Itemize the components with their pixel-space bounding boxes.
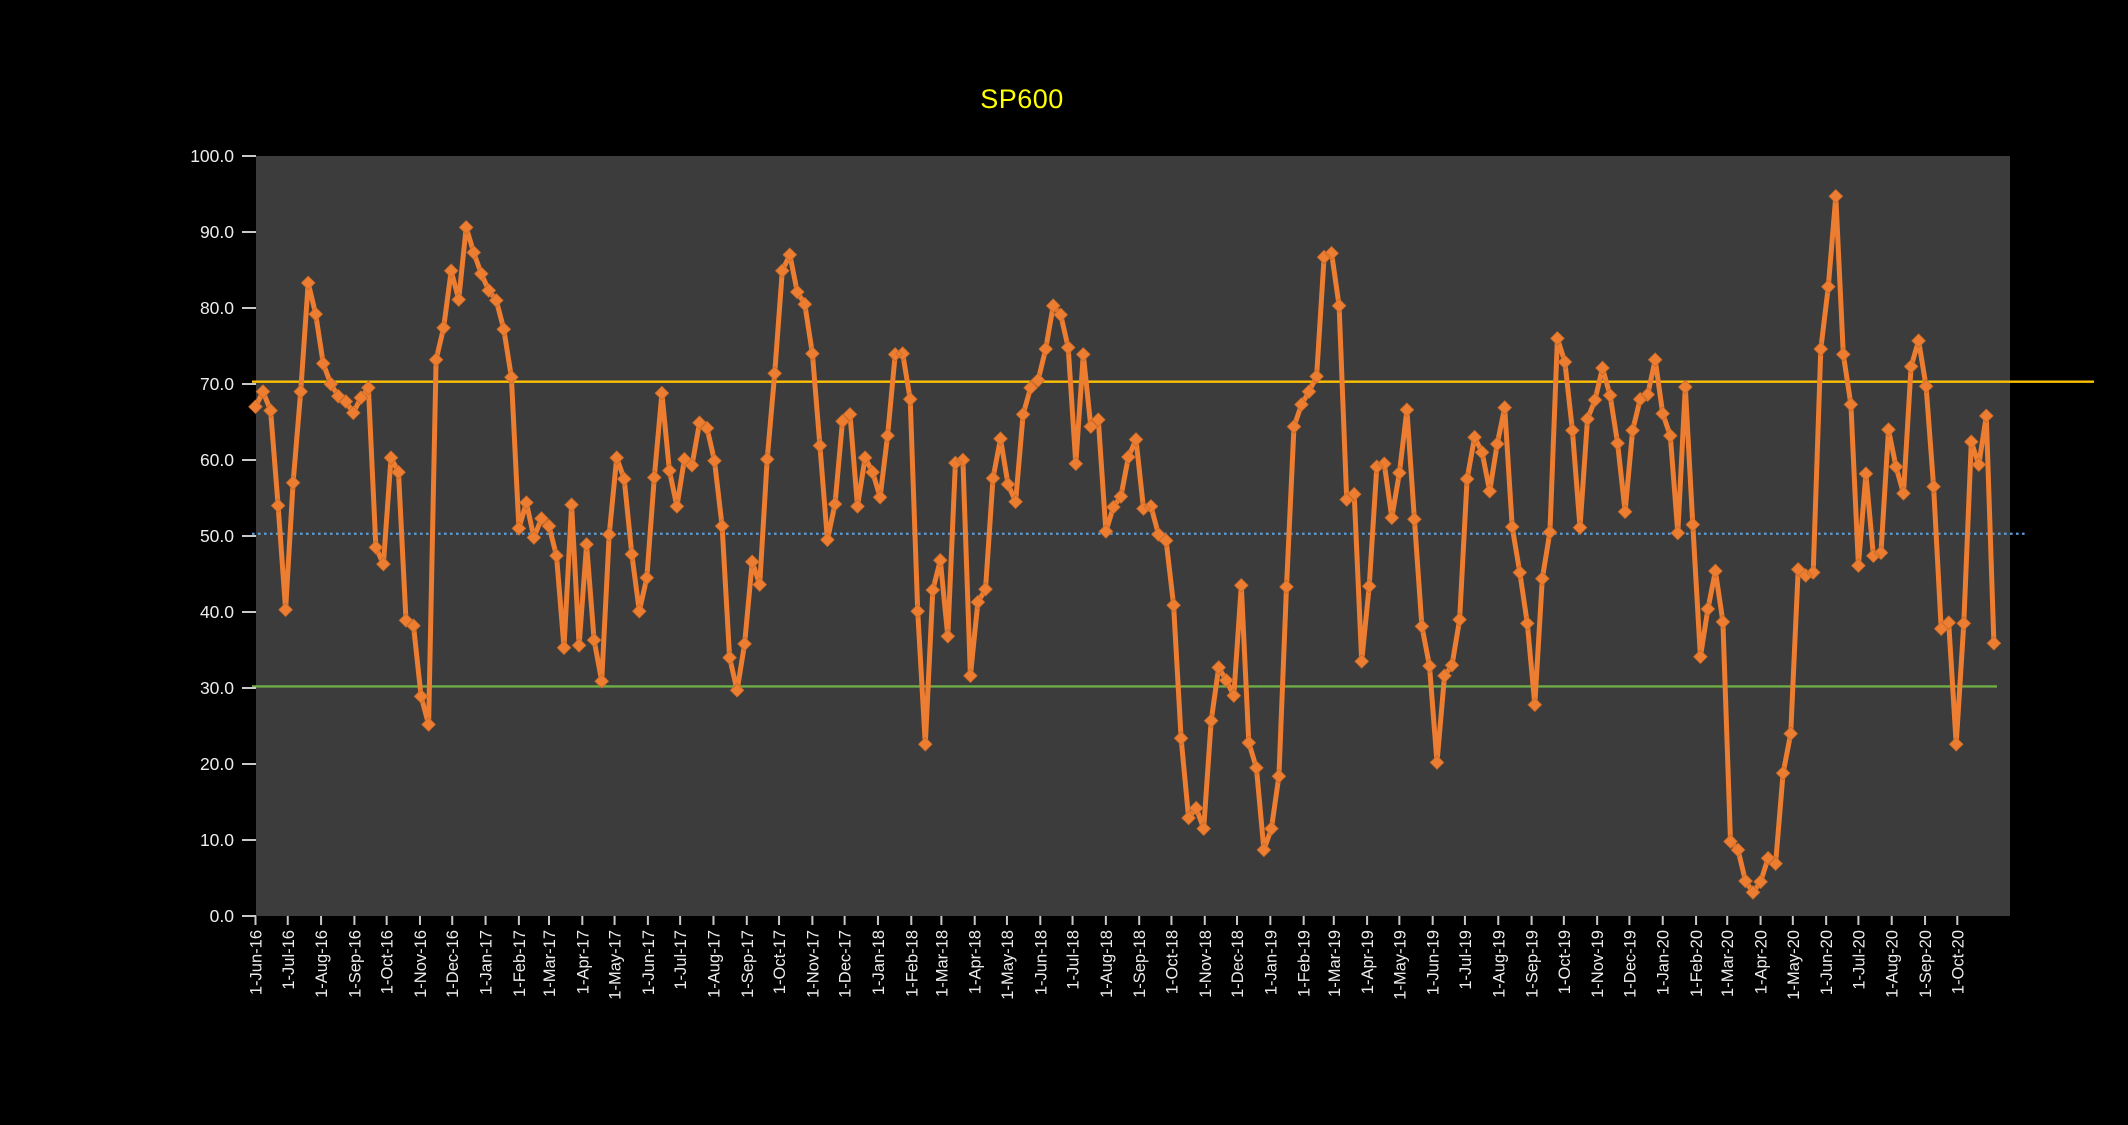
x-axis-label: 1-Sep-17 — [739, 930, 757, 998]
series-markers — [248, 188, 2002, 900]
x-axis-label: 1-Jun-18 — [1032, 930, 1050, 995]
x-axis-label: 1-Aug-20 — [1884, 930, 1902, 998]
y-axis-label: 60.0 — [200, 450, 234, 470]
x-axis-label: 1-Mar-17 — [541, 930, 559, 997]
chart-title: SP600 — [980, 84, 1064, 114]
y-axis-label: 80.0 — [200, 298, 234, 318]
x-axis-label: 1-Nov-18 — [1197, 930, 1215, 998]
x-axis-label: 1-Jul-19 — [1457, 930, 1475, 990]
y-axis-label: 70.0 — [200, 374, 234, 394]
y-axis-label: 20.0 — [200, 754, 234, 774]
x-axis-label: 1-Feb-18 — [903, 930, 921, 997]
x-axis-label: 1-May-19 — [1391, 930, 1409, 1000]
x-axis-label: 1-Jan-17 — [478, 930, 496, 995]
x-axis-label: 1-Sep-16 — [346, 930, 364, 998]
x-axis-label: 1-Mar-19 — [1326, 930, 1344, 997]
x-axis-label: 1-Dec-17 — [837, 930, 855, 998]
x-axis-label: 1-Apr-19 — [1359, 930, 1377, 994]
y-axis-label: 40.0 — [200, 602, 234, 622]
y-axis-label: 90.0 — [200, 222, 234, 242]
x-axis-label: 1-Dec-19 — [1621, 930, 1639, 998]
x-axis-label: 1-May-20 — [1785, 930, 1803, 1000]
x-axis-label: 1-Aug-19 — [1490, 930, 1508, 998]
x-axis-label: 1-Jul-18 — [1065, 930, 1083, 990]
x-axis-label: 1-Aug-16 — [313, 930, 331, 998]
x-axis-label: 1-Jul-16 — [280, 930, 298, 990]
x-axis-label: 1-Sep-19 — [1524, 930, 1542, 998]
x-axis-label: 1-Mar-18 — [933, 930, 951, 997]
x-axis-label: 1-Dec-16 — [444, 930, 462, 998]
y-axis-label: 0.0 — [210, 906, 235, 926]
series-line — [253, 193, 1997, 895]
x-axis-label: 1-Dec-18 — [1229, 930, 1247, 998]
x-axis-label: 1-Oct-19 — [1556, 930, 1574, 994]
x-axis-label: 1-Apr-20 — [1753, 930, 1771, 994]
x-axis-label: 1-Jun-17 — [640, 930, 658, 995]
x-axis-label: 1-Oct-20 — [1949, 930, 1967, 994]
x-axis-label: 1-May-17 — [607, 930, 625, 1000]
x-axis-label: 1-Oct-18 — [1163, 930, 1181, 994]
y-axis-label: 10.0 — [200, 830, 234, 850]
plot-area — [256, 156, 2010, 916]
x-axis-label: 1-Jan-19 — [1262, 930, 1280, 995]
x-axis-label: 1-Jun-19 — [1425, 930, 1443, 995]
x-axis-label: 1-Aug-17 — [705, 930, 723, 998]
x-axis-label: 1-Feb-17 — [511, 930, 529, 997]
x-axis-label: 1-Jul-17 — [672, 930, 690, 990]
x-axis-label: 1-Jan-20 — [1655, 930, 1673, 995]
x-axis-label: 1-Jun-16 — [248, 930, 266, 995]
y-axis-label: 30.0 — [200, 678, 234, 698]
x-axis-label: 1-May-18 — [999, 930, 1017, 1000]
x-axis-label: 1-Apr-17 — [574, 930, 592, 994]
x-axis-label: 1-Jul-20 — [1850, 930, 1868, 990]
y-axis-label: 50.0 — [200, 526, 234, 546]
x-axis-label: 1-Mar-20 — [1719, 930, 1737, 997]
x-axis-label: 1-Jun-20 — [1818, 930, 1836, 995]
x-axis-label: 1-Aug-18 — [1098, 930, 1116, 998]
x-axis-label: 1-Sep-20 — [1917, 930, 1935, 998]
x-axis-label: 1-Jan-18 — [870, 930, 888, 995]
x-axis-label: 1-Oct-16 — [379, 930, 397, 994]
x-axis-label: 1-Feb-20 — [1688, 930, 1706, 997]
x-axis-label: 1-Oct-17 — [771, 930, 789, 994]
x-axis-label: 1-Nov-17 — [804, 930, 822, 998]
x-axis-label: 1-Nov-16 — [412, 930, 430, 998]
x-axis-label: 1-Apr-18 — [967, 930, 985, 994]
x-axis-label: 1-Nov-19 — [1589, 930, 1607, 998]
x-axis-label: 1-Feb-19 — [1296, 930, 1314, 997]
x-axis-label: 1-Sep-18 — [1131, 930, 1149, 998]
y-axis-label: 100.0 — [190, 146, 234, 166]
